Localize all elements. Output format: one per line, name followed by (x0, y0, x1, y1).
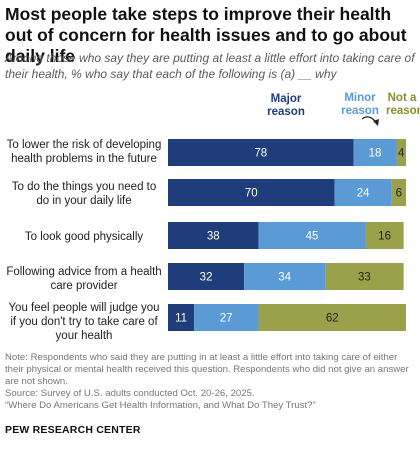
bar-value-label-1-2: 6 (396, 188, 402, 200)
chart-subtitle: Among those who say they are putting at … (5, 51, 415, 81)
category-label-4: You feel people will judge you if you do… (8, 302, 160, 342)
source-text: Source: Survey of U.S. adults conducted … (5, 388, 255, 399)
bar-segment-0-2 (396, 139, 406, 166)
bar-segment-0-0 (168, 139, 354, 166)
legend-major-reason: Major reason (267, 93, 305, 118)
bar-value-label-2-0: 38 (207, 231, 220, 243)
bar-segment-3-2 (325, 263, 404, 290)
bar-segment-4-2 (258, 304, 406, 331)
bar-value-label-3-2: 33 (358, 272, 371, 284)
bar-segment-2-0 (168, 222, 259, 249)
bar-segment-0-1 (353, 139, 397, 166)
bar-segment-3-0 (168, 263, 245, 290)
bar-value-label-2-1: 45 (306, 231, 319, 243)
legend-minor-reason: Minor reason (341, 92, 379, 117)
bar-value-label-3-0: 32 (200, 272, 213, 284)
bar-segment-4-1 (194, 304, 259, 331)
note-text: Note: Respondents who said they are putt… (5, 352, 409, 387)
bar-value-label-1-0: 70 (245, 188, 258, 200)
footnotes: Note: Respondents who said they are putt… (5, 352, 415, 412)
report-title: “Where Do Americans Get Health Informati… (5, 400, 316, 411)
bar-value-label-0-0: 78 (254, 148, 267, 160)
category-label-2: To look good physically (24, 231, 144, 243)
bar-value-label-0-2: 4 (398, 148, 405, 160)
bar-value-label-4-0: 11 (175, 313, 187, 325)
bar-value-label-3-1: 34 (278, 272, 291, 284)
bar-segment-1-1 (334, 179, 392, 206)
category-label-0: To lower the risk of developing health p… (6, 139, 162, 165)
bar-value-label-4-1: 27 (220, 313, 233, 325)
bar-segment-1-2 (391, 179, 406, 206)
bar-segment-3-1 (244, 263, 326, 290)
bar-value-label-2-2: 16 (378, 231, 391, 243)
chart-title: Most people take steps to improve their … (5, 4, 407, 66)
bar-value-label-1-1: 24 (357, 188, 370, 200)
pew-research-center-logo: PEW RESEARCH CENTER (5, 424, 141, 436)
bar-segment-2-1 (258, 222, 366, 249)
bar-segment-4-0 (168, 304, 195, 331)
bar-value-label-0-1: 18 (369, 148, 382, 160)
bar-segment-1-0 (168, 179, 335, 206)
category-label-1: To do the things you need to do in your … (11, 181, 157, 207)
bar-segment-2-2 (365, 222, 404, 249)
category-label-3: Following advice from a health care prov… (6, 266, 162, 292)
bar-value-label-4-2: 62 (326, 313, 339, 325)
legend-not-a-reason: Not a reason (386, 92, 420, 117)
